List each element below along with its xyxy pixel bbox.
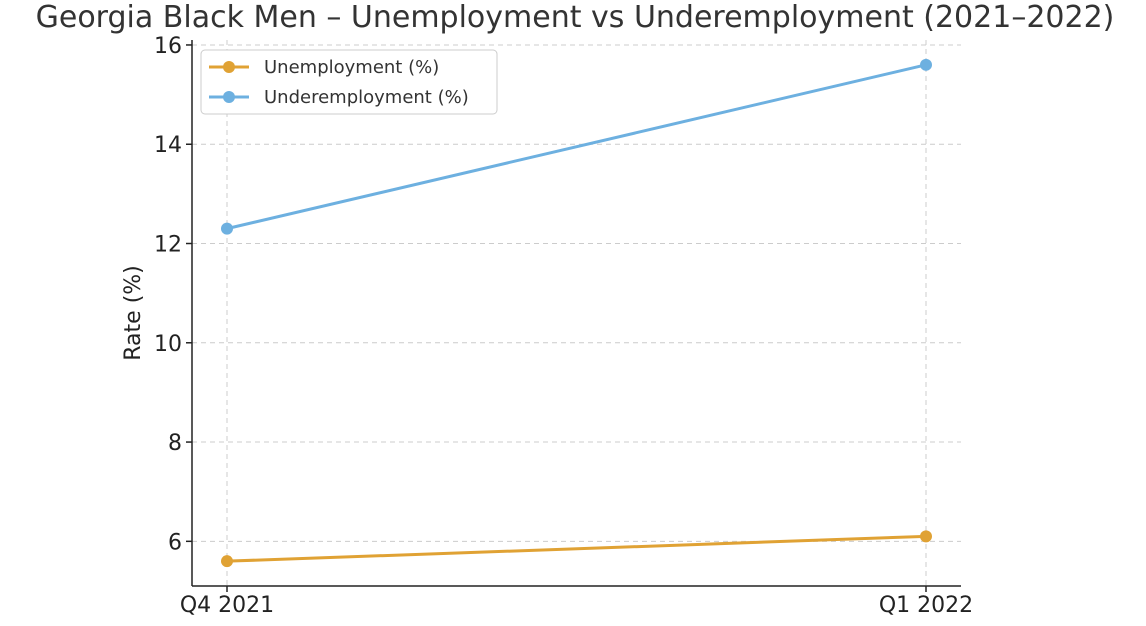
y-axis-label: Rate (%)	[121, 265, 146, 361]
data-point	[920, 58, 932, 71]
legend-marker	[223, 61, 235, 73]
y-tick-label: 14	[154, 133, 182, 158]
legend-label: Underemployment (%)	[264, 87, 469, 108]
series-line-underemployment	[226, 63, 927, 231]
legend: Unemployment (%) Underemployment (%)	[200, 49, 498, 115]
legend-frame	[200, 49, 498, 115]
data-point	[920, 530, 932, 543]
axes-layer	[191, 40, 961, 587]
chart-title: Georgia Black Men – Unemployment vs Unde…	[36, 0, 1115, 35]
ticks-layer: 6 8 10 12 14 16 Q4 2021 Q1 2022	[154, 34, 973, 618]
series-layer	[221, 58, 932, 568]
legend-label: Unemployment (%)	[264, 57, 439, 78]
grid-layer	[192, 40, 961, 586]
y-tick-label: 10	[154, 332, 182, 357]
legend-marker	[223, 91, 235, 103]
series-line-unemployment	[226, 534, 927, 563]
data-point	[221, 555, 233, 568]
data-point	[221, 222, 233, 235]
y-tick-label: 16	[154, 34, 182, 59]
y-tick-label: 8	[168, 431, 182, 456]
x-tick-label: Q1 2022	[879, 593, 973, 618]
y-tick-label: 12	[154, 233, 182, 258]
x-tick-label: Q4 2021	[180, 593, 274, 618]
y-tick-label: 6	[168, 530, 182, 555]
